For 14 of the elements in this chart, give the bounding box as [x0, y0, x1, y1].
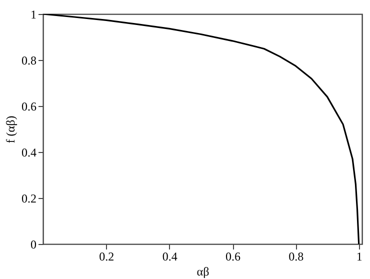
line-series	[43, 14, 360, 244]
y-tick-label: 1	[30, 8, 36, 22]
y-tick-label: 0.2	[22, 192, 36, 206]
y-tick-label: 0.4	[22, 146, 36, 160]
x-tick-label: 0.2	[99, 250, 114, 264]
x-tick-label: 0.8	[288, 250, 304, 264]
x-tick-label: 1	[356, 250, 362, 264]
y-tick-label: 0.6	[22, 100, 36, 114]
y-tick-label: 0.8	[22, 54, 36, 68]
y-tick-label: 0	[30, 238, 36, 252]
y-axis-title: f (αβ)	[4, 116, 18, 144]
x-tick-label: 0.6	[226, 250, 241, 264]
x-axis-title: αβ	[196, 264, 210, 278]
x-tick-label: 0.4	[162, 250, 178, 264]
